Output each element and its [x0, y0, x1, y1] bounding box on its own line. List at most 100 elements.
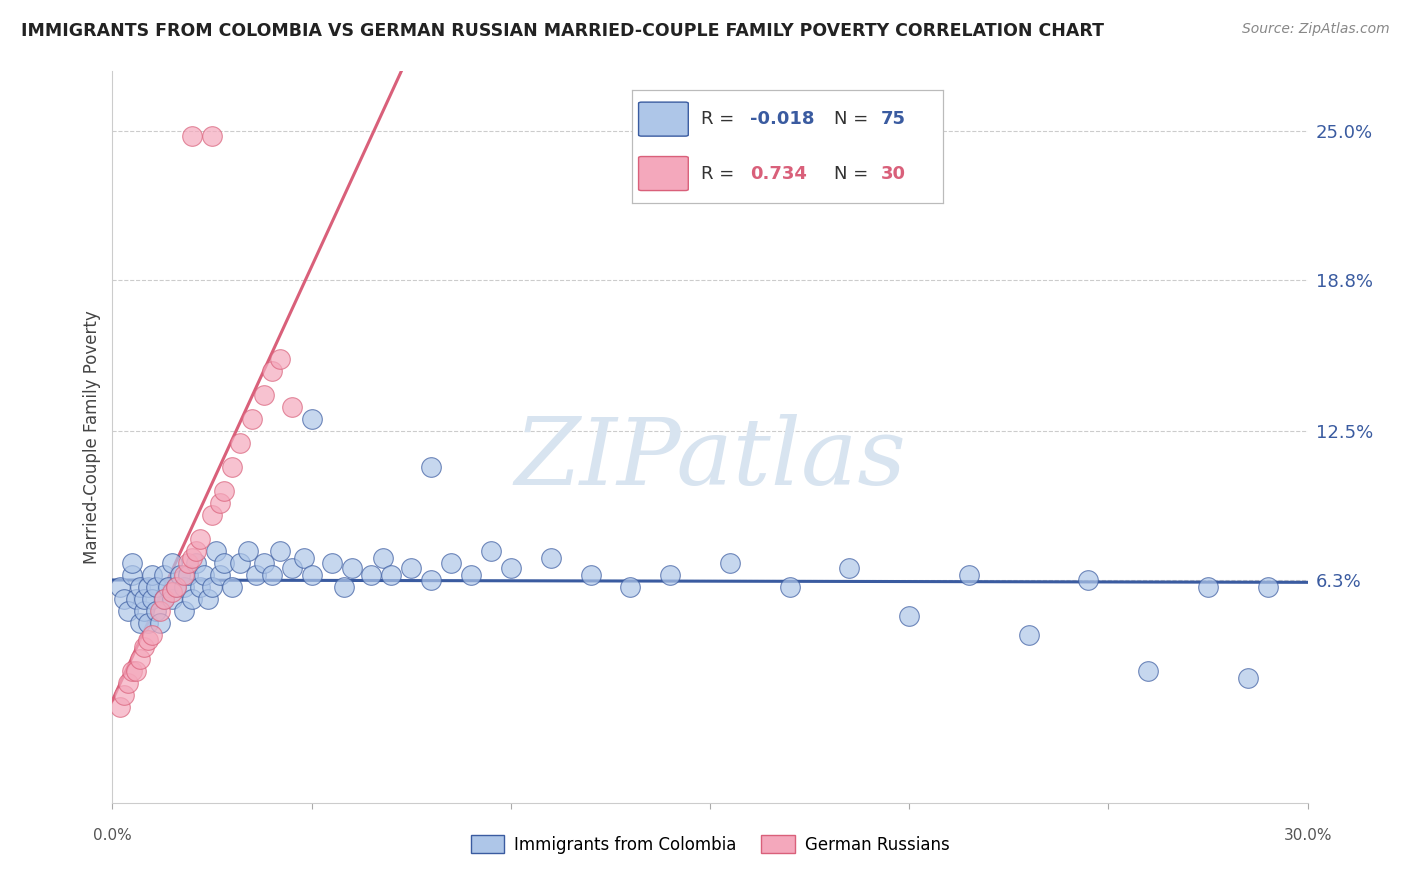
Point — [141, 628, 163, 642]
Point — [201, 580, 224, 594]
Point — [138, 632, 160, 647]
Point — [121, 568, 143, 582]
Point — [129, 580, 152, 594]
Point — [125, 591, 148, 606]
Point — [209, 568, 232, 582]
Point — [149, 615, 172, 630]
Point — [186, 556, 208, 570]
Text: Source: ZipAtlas.com: Source: ZipAtlas.com — [1241, 22, 1389, 37]
Point — [141, 568, 163, 582]
Point — [718, 556, 741, 570]
Point — [420, 573, 443, 587]
Point — [281, 561, 304, 575]
Text: ZIPatlas: ZIPatlas — [515, 414, 905, 504]
Point — [153, 568, 176, 582]
Point — [181, 129, 204, 144]
Point — [121, 664, 143, 678]
Point — [380, 568, 402, 582]
Point — [188, 580, 211, 594]
Point — [129, 652, 152, 666]
Point — [134, 604, 156, 618]
Point — [169, 568, 191, 582]
Point — [1197, 580, 1219, 594]
Point — [110, 699, 132, 714]
Point — [1257, 580, 1279, 594]
Point — [420, 460, 443, 475]
Point — [898, 608, 921, 623]
Point — [181, 551, 204, 566]
Point — [121, 556, 143, 570]
Point — [260, 364, 283, 378]
Point — [141, 591, 163, 606]
Point — [153, 591, 176, 606]
Point — [201, 508, 224, 522]
Point — [162, 556, 183, 570]
Point — [173, 580, 195, 594]
Point — [153, 591, 176, 606]
Point — [838, 561, 860, 575]
Point — [201, 129, 224, 144]
Point — [540, 551, 562, 566]
Point — [229, 556, 252, 570]
Point — [579, 568, 602, 582]
Point — [260, 568, 283, 582]
Point — [212, 483, 235, 498]
Point — [134, 591, 156, 606]
Y-axis label: Married-Couple Family Poverty: Married-Couple Family Poverty — [83, 310, 101, 564]
Point — [401, 561, 423, 575]
Point — [301, 568, 323, 582]
Point — [440, 556, 463, 570]
Point — [186, 544, 208, 558]
Text: IMMIGRANTS FROM COLOMBIA VS GERMAN RUSSIAN MARRIED-COUPLE FAMILY POVERTY CORRELA: IMMIGRANTS FROM COLOMBIA VS GERMAN RUSSI… — [21, 22, 1104, 40]
Point — [110, 580, 132, 594]
Point — [332, 580, 354, 594]
Point — [117, 604, 139, 618]
Point — [145, 604, 167, 618]
Point — [229, 436, 252, 450]
Point — [373, 551, 395, 566]
Point — [221, 580, 243, 594]
Point — [245, 568, 267, 582]
Text: 0.0%: 0.0% — [93, 828, 132, 843]
Point — [197, 591, 219, 606]
Legend: Immigrants from Colombia, German Russians: Immigrants from Colombia, German Russian… — [464, 829, 956, 860]
Point — [957, 568, 980, 582]
Point — [253, 556, 276, 570]
Point — [129, 615, 152, 630]
Point — [114, 591, 135, 606]
Point — [659, 568, 682, 582]
Point — [149, 604, 172, 618]
Point — [1237, 671, 1260, 685]
Point — [125, 664, 148, 678]
Point — [193, 568, 215, 582]
Point — [134, 640, 156, 654]
Point — [205, 544, 228, 558]
Point — [188, 532, 211, 546]
Point — [221, 460, 243, 475]
Point — [269, 544, 291, 558]
Point — [340, 561, 363, 575]
Point — [114, 688, 135, 702]
Point — [1018, 628, 1040, 642]
Point — [138, 580, 160, 594]
Point — [165, 580, 187, 594]
Point — [779, 580, 801, 594]
Point — [117, 676, 139, 690]
Point — [1137, 664, 1160, 678]
Point — [173, 568, 195, 582]
Point — [619, 580, 641, 594]
Point — [177, 556, 200, 570]
Point — [269, 352, 291, 367]
Point — [1077, 573, 1099, 587]
Point — [165, 580, 187, 594]
Point — [479, 544, 502, 558]
Point — [281, 400, 304, 414]
Point — [145, 580, 167, 594]
Point — [499, 561, 522, 575]
Point — [253, 388, 276, 402]
Point — [460, 568, 482, 582]
Point — [321, 556, 343, 570]
Point — [173, 604, 195, 618]
Point — [240, 412, 263, 426]
Point — [162, 584, 183, 599]
